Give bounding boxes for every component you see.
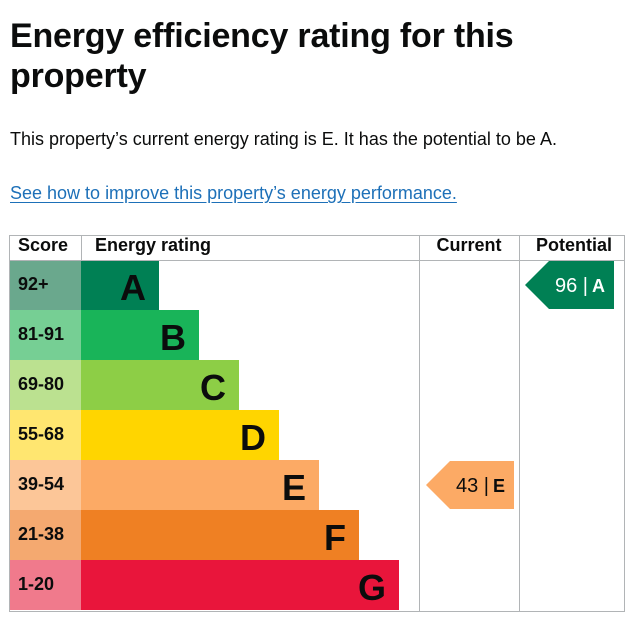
score-label-a: 92+ xyxy=(18,274,49,294)
score-label-d: 55-68 xyxy=(18,424,64,444)
page-title: Energy efficiency rating for this proper… xyxy=(10,17,514,95)
rating-letter-e: E xyxy=(282,467,306,508)
score-cell-d xyxy=(9,410,81,460)
rating-letter-c: C xyxy=(200,367,226,408)
current-rating-arrow xyxy=(426,461,514,509)
score-cell-f xyxy=(9,510,81,560)
rating-summary: This property’s current energy rating is… xyxy=(10,129,557,149)
rating-letter-g: G xyxy=(358,567,386,608)
score-label-c: 69-80 xyxy=(18,374,64,394)
energy-rating-chart: Score Energy rating Current Potential 92+ A 81… xyxy=(9,235,625,612)
header-potential: Potential xyxy=(536,235,612,255)
current-rating-letter: E xyxy=(493,476,505,496)
chart-border xyxy=(9,235,625,612)
score-label-f: 21-38 xyxy=(18,524,64,544)
score-cell-e xyxy=(9,460,81,510)
header-energy-rating: Energy rating xyxy=(95,235,211,255)
header-score: Score xyxy=(18,235,68,255)
score-cell-a xyxy=(9,260,81,310)
rating-letter-d: D xyxy=(240,417,266,458)
rating-bar-c xyxy=(81,360,239,410)
rating-bar-e xyxy=(81,460,319,510)
score-label-g: 1-20 xyxy=(18,574,54,594)
rating-bar-a xyxy=(81,260,159,310)
score-cell-b xyxy=(9,310,81,360)
potential-rating-arrow xyxy=(525,261,614,309)
score-label-e: 39-54 xyxy=(18,474,64,494)
rating-letter-b: B xyxy=(160,317,186,358)
score-cell-c xyxy=(9,360,81,410)
improve-performance-link[interactable]: See how to improve this property’s energ… xyxy=(10,183,457,203)
rating-bar-f xyxy=(81,510,359,560)
rating-letter-a: A xyxy=(120,267,146,308)
potential-rating-score: 96 | xyxy=(555,275,588,297)
header-current: Current xyxy=(436,235,501,255)
rating-letter-f: F xyxy=(324,517,346,558)
potential-rating-letter: A xyxy=(592,276,605,296)
score-cell-g xyxy=(9,560,81,610)
rating-bar-g xyxy=(81,560,399,610)
energy-rating-svg: Score Energy rating Current Potential 92+ A 81… xyxy=(9,235,625,612)
rating-bar-d xyxy=(81,410,279,460)
current-rating-score: 43 | xyxy=(456,475,489,497)
rating-bar-b xyxy=(81,310,199,360)
score-label-b: 81-91 xyxy=(18,324,64,344)
